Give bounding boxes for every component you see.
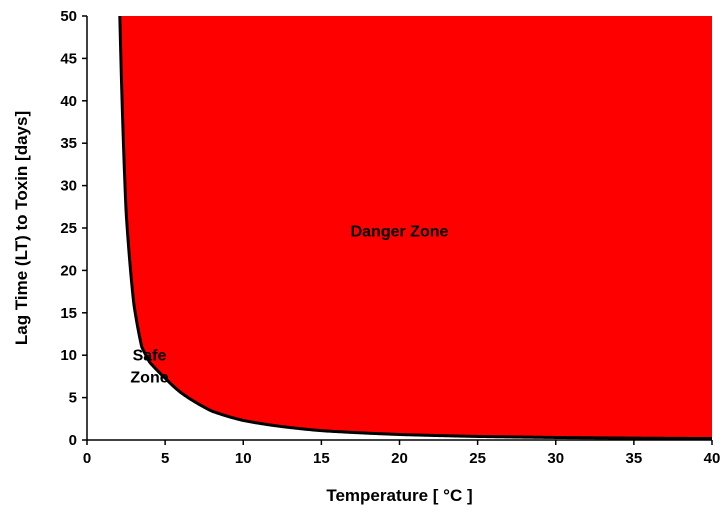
x-axis-ticks: 0 5 10 15 20 25 30 35 40: [83, 440, 721, 467]
x-tick-label: 25: [469, 450, 486, 467]
x-tick-label: 0: [83, 450, 91, 467]
y-tick-label: 45: [60, 50, 77, 67]
x-tick-label: 15: [313, 450, 330, 467]
y-tick-label: 0: [69, 432, 77, 449]
y-tick-label: 5: [69, 390, 77, 407]
y-tick-label: 35: [60, 135, 77, 152]
y-tick-label: 25: [60, 220, 77, 237]
x-tick-label: 35: [626, 450, 643, 467]
x-tick-label: 10: [235, 450, 252, 467]
x-tick-label: 20: [391, 450, 408, 467]
y-tick-label: 15: [60, 305, 77, 322]
zone-label: Safe: [133, 347, 167, 364]
x-tick-label: 5: [161, 450, 169, 467]
zone-label: Danger Zone: [351, 223, 449, 240]
y-tick-label: 50: [60, 8, 77, 25]
y-tick-label: 40: [60, 93, 77, 110]
zone-annotations: Danger Zone Safe Zone: [130, 223, 448, 386]
x-tick-label: 30: [547, 450, 564, 467]
y-axis-ticks: 0 5 10 15 20 25 30 35 40 45 50: [60, 8, 87, 449]
zone-label: Zone: [130, 369, 168, 386]
y-tick-label: 10: [60, 347, 77, 364]
x-axis-title: Temperature [ °C ]: [326, 486, 472, 505]
x-tick-label: 40: [704, 450, 721, 467]
y-axis-title: Lag Time (LT) to Toxin [days]: [12, 111, 31, 345]
y-tick-label: 20: [60, 262, 77, 279]
y-tick-label: 30: [60, 178, 77, 195]
danger-zone-area: [119, 16, 712, 439]
boundary-curve: [118, 15, 713, 441]
